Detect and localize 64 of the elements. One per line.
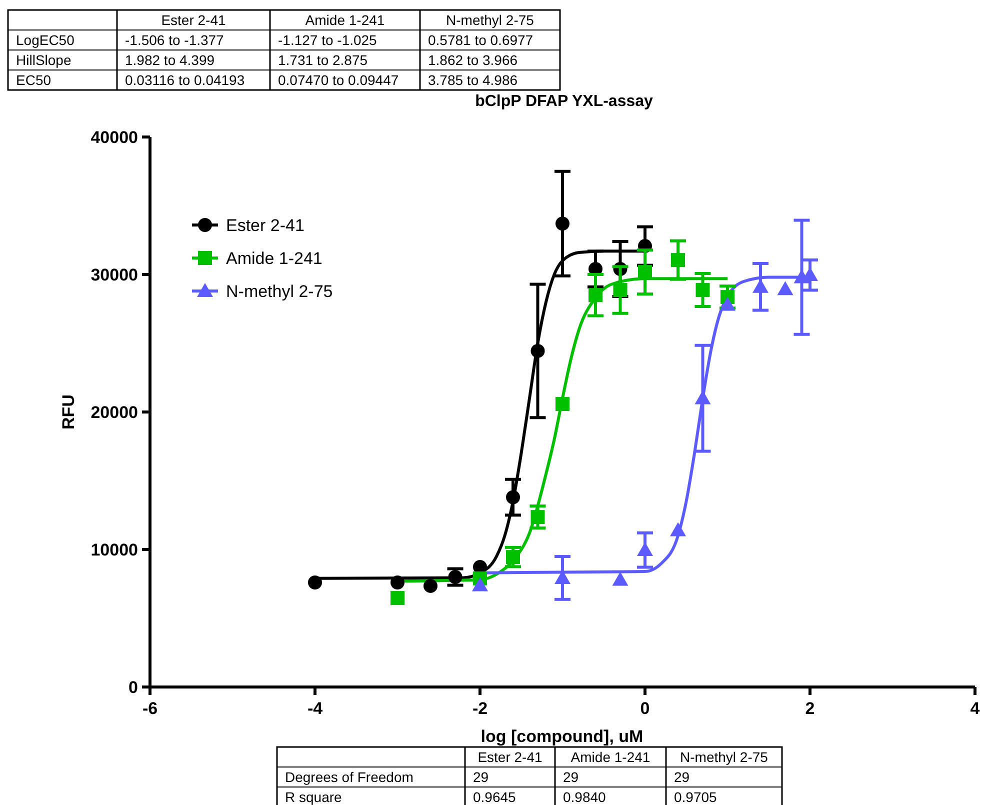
legend-label: Ester 2-41 xyxy=(226,216,304,235)
text: R square xyxy=(285,789,342,805)
x-tick-label: -2 xyxy=(472,699,488,718)
text: N-methyl 2-75 xyxy=(446,12,534,28)
point xyxy=(390,591,404,606)
text: 0.03116 to 0.04193 xyxy=(125,72,245,88)
point xyxy=(472,577,488,592)
point xyxy=(720,296,736,311)
chart-title: bClpP DFAP YXL-assay xyxy=(475,93,654,110)
point xyxy=(506,550,520,564)
y-tick-label: 40000 xyxy=(90,128,138,147)
text: -1.506 to -1.377 xyxy=(125,32,224,48)
x-tick-label: 0 xyxy=(640,699,650,718)
text: 1.982 to 4.399 xyxy=(125,52,215,68)
text: 29 xyxy=(563,769,579,785)
legend-label: Amide 1-241 xyxy=(226,249,322,268)
point xyxy=(506,490,520,504)
y-axis-title: RFU xyxy=(59,394,78,430)
text: 29 xyxy=(674,769,690,785)
y-tick-label: 0 xyxy=(128,678,138,697)
text: Degrees of Freedom xyxy=(285,769,414,785)
text: 3.785 to 4.986 xyxy=(428,72,518,88)
point xyxy=(696,283,710,298)
point xyxy=(588,288,602,302)
text: 0.07470 to 0.09447 xyxy=(278,72,399,88)
text: -1.127 to -1.025 xyxy=(278,32,378,48)
text: 0.9705 xyxy=(674,789,718,805)
text: N-methyl 2-75 xyxy=(680,749,768,765)
x-axis-title: log [compound], uM xyxy=(480,727,644,746)
x-tick-label: -4 xyxy=(307,699,324,718)
legend-label: N-methyl 2-75 xyxy=(226,282,333,301)
y-tick-label: 30000 xyxy=(90,266,138,284)
x-tick-label: 2 xyxy=(805,699,815,718)
point xyxy=(556,397,570,412)
x-tick-label: -6 xyxy=(142,699,158,718)
y-tick-label: 10000 xyxy=(90,540,138,560)
point xyxy=(424,578,438,593)
text: Amide 1-241 xyxy=(570,749,650,765)
text: LogEC50 xyxy=(16,32,75,48)
point xyxy=(612,572,628,586)
point xyxy=(308,576,322,590)
text: 0.5781 to 0.6977 xyxy=(428,32,534,48)
point xyxy=(530,510,545,524)
text: Ester 2-41 xyxy=(161,12,226,28)
text: 1.862 to 3.966 xyxy=(428,52,518,68)
text: 0.9840 xyxy=(563,789,606,805)
text: 0.9645 xyxy=(473,789,516,805)
y-tick-label: 20000 xyxy=(90,403,138,422)
x-tick-label: 4 xyxy=(970,699,980,718)
point xyxy=(556,216,570,231)
text: Ester 2-41 xyxy=(478,749,543,765)
text: 29 xyxy=(473,769,489,785)
text: 1.731 to 2.875 xyxy=(278,52,368,68)
point xyxy=(390,576,404,590)
point xyxy=(670,522,686,536)
text: Amide 1-241 xyxy=(305,12,385,28)
point xyxy=(671,253,685,268)
text: EC50 xyxy=(16,72,52,88)
point xyxy=(448,570,462,584)
text: HillSlope xyxy=(16,52,72,68)
point xyxy=(530,344,545,358)
point xyxy=(613,283,628,298)
point xyxy=(638,265,652,280)
point xyxy=(777,281,794,296)
